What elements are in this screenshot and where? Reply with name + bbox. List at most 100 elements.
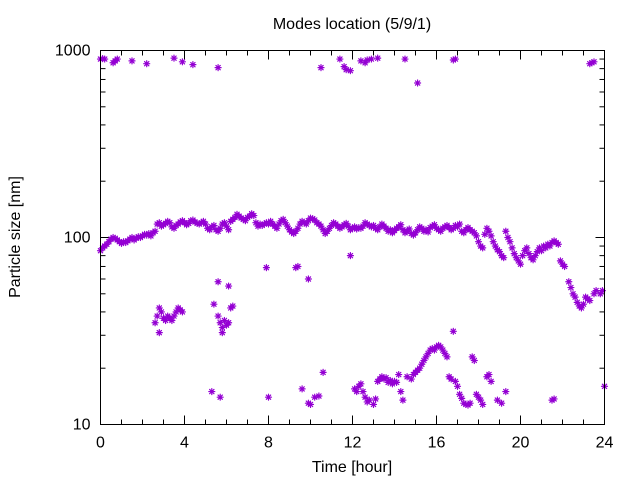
data-point — [588, 59, 596, 67]
data-point — [451, 55, 459, 63]
data-point — [155, 304, 163, 312]
data-point — [514, 257, 522, 265]
data-point — [443, 353, 451, 361]
data-point — [306, 400, 315, 409]
x-tick-label: 12 — [344, 435, 362, 452]
data-point — [533, 248, 541, 256]
y-tick-label: 100 — [64, 230, 91, 247]
data-point — [178, 308, 186, 316]
data-point — [353, 387, 361, 396]
data-point — [418, 360, 426, 368]
data-point — [101, 55, 109, 63]
data-point — [430, 346, 438, 354]
data-point — [208, 387, 216, 396]
data-point — [311, 393, 319, 401]
data-point — [592, 287, 600, 295]
chart-title: Modes location (5/9/1) — [273, 16, 431, 33]
data-point — [535, 244, 543, 252]
data-point — [315, 392, 323, 400]
y-tick-label: 1000 — [55, 43, 91, 60]
data-point — [407, 375, 415, 383]
data-point — [437, 227, 445, 235]
data-point — [357, 57, 365, 65]
data-point — [502, 227, 510, 235]
data-point — [405, 225, 413, 233]
data-point — [502, 387, 510, 396]
data-point — [453, 223, 462, 231]
data-point — [225, 319, 233, 327]
data-point — [166, 219, 174, 227]
data-point — [386, 226, 394, 234]
data-point — [218, 329, 226, 337]
data-point — [542, 244, 550, 252]
plot-frame — [100, 50, 605, 425]
data-point — [292, 264, 300, 272]
data-point — [193, 219, 201, 227]
data-point — [241, 217, 249, 225]
data-point — [472, 390, 480, 398]
data-point — [493, 396, 501, 404]
data-point — [416, 364, 424, 372]
data-point — [586, 296, 594, 305]
data-points — [96, 54, 609, 409]
data-point — [397, 221, 405, 229]
data-point — [141, 230, 149, 238]
data-point — [414, 226, 422, 234]
data-point — [470, 229, 478, 237]
x-axis-label: Time [hour] — [312, 459, 392, 476]
data-point — [397, 387, 405, 396]
data-point — [319, 226, 327, 234]
data-point — [214, 64, 222, 72]
data-point — [178, 58, 186, 66]
data-point — [439, 346, 447, 354]
data-point — [346, 67, 354, 75]
data-point — [214, 227, 222, 235]
data-point — [294, 224, 302, 232]
data-point — [374, 226, 382, 234]
data-point — [153, 312, 161, 320]
data-point — [512, 254, 520, 262]
data-point — [355, 223, 363, 232]
data-point — [298, 385, 306, 393]
data-point — [414, 79, 422, 87]
data-point — [508, 244, 516, 252]
data-point — [306, 214, 315, 222]
data-point — [216, 319, 224, 327]
data-point — [361, 393, 369, 401]
data-point — [113, 55, 121, 63]
data-point — [393, 378, 401, 386]
data-point — [210, 221, 218, 230]
data-point — [222, 222, 231, 230]
data-point — [262, 264, 270, 272]
data-point — [220, 219, 228, 227]
data-point — [109, 233, 117, 242]
data-point — [474, 238, 483, 246]
data-point — [346, 252, 354, 260]
data-point — [170, 312, 178, 320]
data-point — [571, 293, 579, 301]
data-point — [462, 400, 470, 409]
data-point — [206, 226, 214, 234]
data-point — [279, 215, 287, 223]
data-point — [365, 396, 373, 404]
data-point — [573, 298, 581, 306]
data-point — [220, 316, 228, 325]
data-point — [453, 382, 462, 390]
data-point — [275, 220, 283, 228]
data-point — [155, 329, 163, 337]
data-point — [546, 242, 554, 250]
data-point — [430, 221, 438, 229]
data-point — [168, 316, 176, 325]
data-point — [344, 222, 352, 230]
data-point — [550, 395, 558, 403]
data-point — [342, 66, 350, 74]
data-point — [500, 254, 508, 262]
axis-ticks: 0 4 8 12 16 20 24 10 100 1000 — [55, 43, 614, 452]
data-point — [468, 353, 476, 361]
data-point — [357, 380, 365, 388]
data-point — [447, 375, 455, 383]
data-point — [516, 260, 525, 268]
data-point — [567, 283, 575, 292]
